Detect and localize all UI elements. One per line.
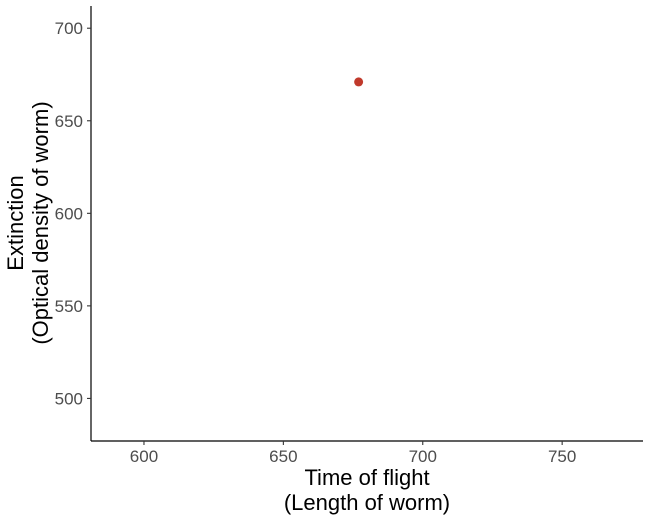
x-axis-title-line-1: Time of flight <box>304 465 429 490</box>
y-axis-title-line-1: Extinction <box>3 175 28 270</box>
x-axis-title-line-2: (Length of worm) <box>284 490 450 515</box>
x-tick-label: 600 <box>130 447 158 466</box>
x-tick-label: 700 <box>409 447 437 466</box>
y-tick-label: 700 <box>55 19 83 38</box>
data-point <box>354 77 364 87</box>
y-tick-label: 550 <box>55 297 83 316</box>
y-axis-title-line-2: (Optical density of worm) <box>28 101 53 344</box>
y-ticks: 500 550 600 650 700 <box>55 19 91 408</box>
y-tick-label: 650 <box>55 112 83 131</box>
x-tick-label: 750 <box>548 447 576 466</box>
data-points <box>354 77 364 87</box>
y-axis: 500 550 600 650 700 <box>55 6 92 441</box>
x-ticks: 600 650 700 750 <box>130 441 576 466</box>
x-tick-label: 650 <box>269 447 297 466</box>
x-axis: 600 650 700 750 <box>91 440 643 466</box>
y-tick-label: 500 <box>55 389 83 408</box>
y-tick-label: 600 <box>55 204 83 223</box>
